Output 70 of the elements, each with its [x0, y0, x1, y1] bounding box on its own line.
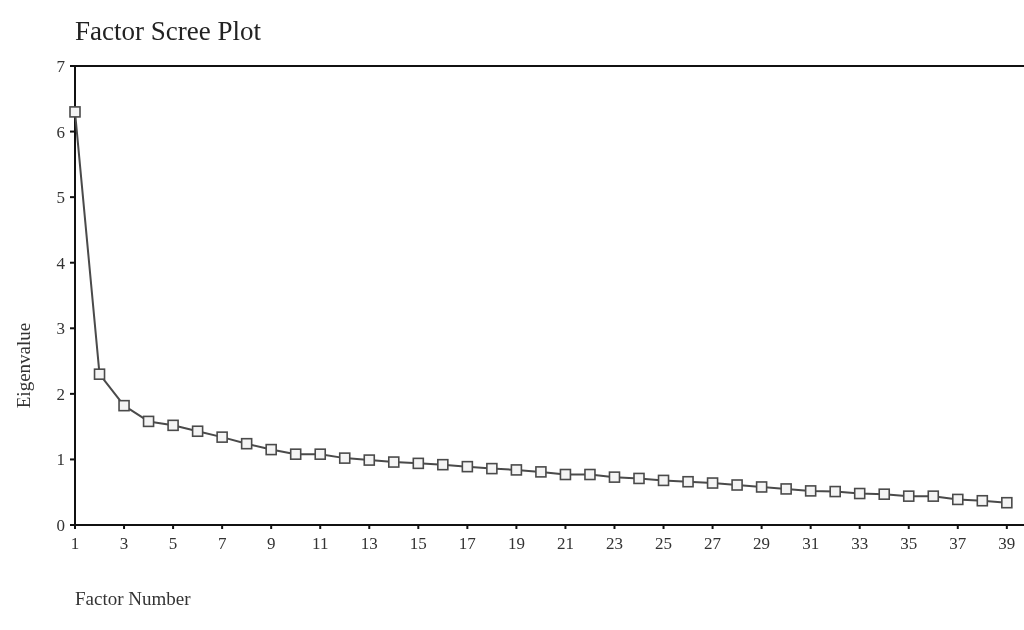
point	[559, 468, 572, 481]
point	[412, 457, 425, 470]
x-axis-title: Factor Number	[75, 588, 192, 609]
y-tick-label: 7	[56, 56, 66, 76]
y-tick-label: 2	[56, 384, 65, 404]
point	[142, 415, 155, 428]
point	[535, 466, 547, 478]
x-tick-label: 27	[704, 534, 722, 553]
x-tick-label: 29	[753, 534, 771, 553]
point	[437, 458, 449, 471]
point	[829, 485, 841, 498]
point	[1001, 496, 1013, 509]
point	[363, 454, 376, 466]
point	[682, 475, 694, 488]
x-tick-label: 33	[851, 534, 869, 553]
x-tick-label: 37	[949, 534, 967, 553]
point	[240, 437, 253, 450]
x-tick-label: 25	[655, 534, 673, 553]
x-tick-label: 31	[802, 534, 820, 553]
point	[486, 462, 498, 475]
point	[510, 464, 523, 476]
y-tick-label: 6	[56, 122, 65, 142]
point	[265, 443, 277, 456]
point	[216, 431, 228, 443]
x-tick-label: 13	[360, 534, 378, 553]
point	[878, 488, 891, 500]
x-tick-label: 35	[900, 534, 918, 553]
x-tick-label: 3	[119, 534, 129, 553]
point	[976, 494, 989, 507]
x-tick-label: 7	[217, 534, 227, 553]
point	[461, 460, 474, 473]
point	[951, 493, 964, 506]
point	[314, 448, 327, 460]
y-tick-label: 1	[56, 450, 65, 470]
point	[902, 490, 915, 502]
point	[338, 452, 351, 464]
point	[706, 477, 719, 489]
point	[191, 425, 204, 438]
x-tick-label: 19	[507, 534, 525, 553]
x-tick-label: 15	[409, 534, 427, 553]
point	[608, 471, 621, 483]
point	[289, 448, 302, 460]
y-tick-label: 0	[56, 515, 65, 535]
point	[927, 490, 940, 502]
point	[657, 474, 670, 487]
x-tick-label: 21	[556, 534, 574, 553]
point	[93, 368, 106, 380]
point	[755, 481, 768, 493]
point	[731, 479, 743, 491]
point	[584, 468, 596, 481]
point	[780, 483, 792, 495]
x-tick-label: 23	[605, 534, 623, 553]
point	[633, 472, 645, 485]
x-tick-label: 11	[312, 534, 329, 553]
x-tick-label: 9	[266, 534, 276, 553]
x-tick-label: 39	[998, 534, 1016, 553]
x-tick-label: 1	[70, 534, 80, 553]
chart-title: Factor Scree Plot	[75, 16, 262, 46]
y-tick-label: 5	[56, 188, 65, 208]
y-axis-title: Eigenvalue	[13, 322, 34, 409]
y-tick-label: 4	[56, 253, 66, 273]
point	[804, 485, 817, 497]
point	[387, 456, 400, 468]
y-tick-label: 3	[56, 319, 65, 339]
x-tick-label: 5	[168, 534, 178, 553]
point	[118, 399, 130, 412]
x-tick-label: 17	[458, 534, 477, 553]
point	[69, 106, 81, 118]
point	[167, 419, 179, 432]
point	[853, 487, 866, 500]
